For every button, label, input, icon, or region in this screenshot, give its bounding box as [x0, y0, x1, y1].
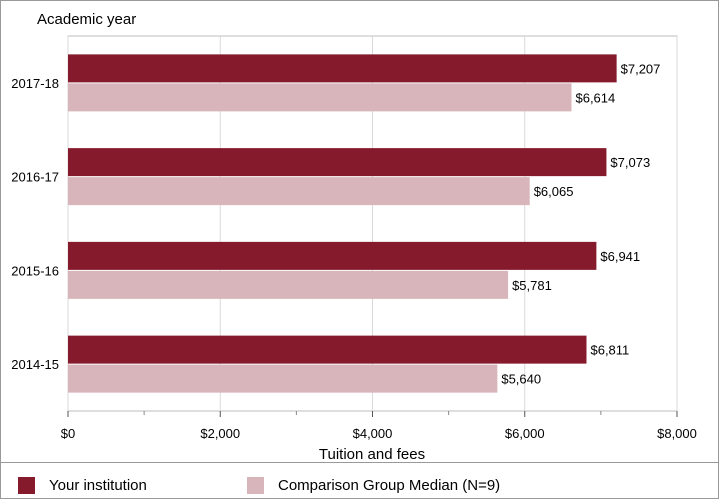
bar-value-label: $6,065 — [534, 184, 574, 199]
category-label-2014-15: 2014-15 — [11, 357, 59, 372]
category-label-2015-16: 2015-16 — [11, 263, 59, 278]
bar-comparison-group-2017-18 — [68, 83, 572, 112]
y-axis-title: Academic year — [37, 11, 136, 28]
bar-chart: Academic year $7,207 $6,614 $7,073 $6,065 $6… — [11, 11, 697, 461]
bars: $7,207 $6,614 $7,073 $6,065 $6,941 $5,781 $6,8… — [68, 54, 661, 393]
bar-value-label: $5,640 — [501, 372, 541, 387]
bar-your-institution-2016-17 — [68, 148, 607, 177]
bar-comparison-group-2015-16 — [68, 270, 509, 299]
x-tick-label: $6,000 — [505, 426, 545, 441]
legend-label-your-institution: Your institution — [49, 476, 147, 494]
bar-comparison-group-2016-17 — [68, 177, 530, 206]
bar-value-label: $7,073 — [610, 155, 650, 170]
bar-value-label: $6,811 — [590, 343, 629, 358]
x-tick-label: $2,000 — [200, 426, 240, 441]
legend-item-your-institution: Your institution — [18, 474, 147, 496]
bar-value-label: $6,941 — [600, 249, 640, 264]
x-tick-label: $0 — [61, 426, 75, 441]
x-axis-title: Tuition and fees — [319, 446, 425, 461]
legend-item-comparison-group: Comparison Group Median (N=9) — [247, 474, 500, 496]
legend-swatch-your-institution — [18, 476, 35, 494]
legend-swatch-comparison-group — [247, 476, 264, 494]
category-label-2017-18: 2017-18 — [11, 76, 59, 91]
bar-value-label: $7,207 — [621, 61, 661, 76]
category-labels: 2017-18 2016-17 2015-16 2014-15 — [11, 76, 59, 372]
bar-your-institution-2017-18 — [68, 54, 617, 83]
bar-value-label: $6,614 — [575, 90, 615, 105]
bar-your-institution-2014-15 — [68, 335, 587, 364]
legend-label-comparison-group: Comparison Group Median (N=9) — [278, 476, 501, 494]
x-axis-ticks: $0 $2,000 $4,000 $6,000 $8,000 — [61, 411, 697, 441]
bar-comparison-group-2014-15 — [68, 364, 498, 393]
x-tick-label: $8,000 — [657, 426, 697, 441]
bar-your-institution-2015-16 — [68, 241, 597, 270]
x-tick-label: $4,000 — [353, 426, 393, 441]
category-label-2016-17: 2016-17 — [11, 170, 59, 185]
bar-value-label: $5,781 — [512, 278, 552, 293]
legend-separator — [1, 462, 718, 463]
